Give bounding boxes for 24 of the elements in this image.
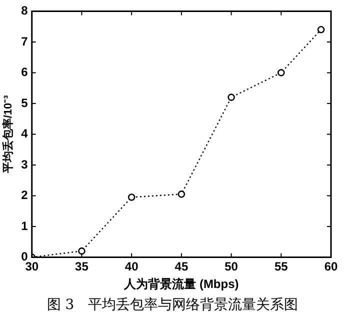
- point: [128, 194, 136, 201]
- y-tick-label: 3: [21, 157, 28, 172]
- x-axis-title: 人为背景流量 (Mbps): [123, 277, 239, 292]
- y-axis-title: 平均丢包率/10⁻³: [2, 94, 15, 174]
- point: [178, 190, 186, 198]
- x-tick-label: 40: [124, 260, 139, 274]
- y-tick-label: 8: [21, 4, 28, 18]
- x-tick-label: 55: [274, 260, 288, 274]
- y-tick-label: 7: [21, 34, 28, 48]
- x-tick-label: 35: [75, 260, 89, 274]
- x-tick-label: 30: [25, 260, 39, 274]
- point: [78, 247, 86, 255]
- y-tick-label: 2: [21, 188, 28, 202]
- y-tick-label: 5: [21, 96, 28, 110]
- point: [277, 69, 285, 76]
- y-tick-label: 4: [21, 126, 28, 141]
- y-tick-label: 1: [21, 218, 28, 233]
- x-tick-label: 60: [324, 260, 338, 274]
- point: [317, 26, 325, 34]
- point: [228, 94, 235, 101]
- x-tick-label: 45: [174, 260, 188, 274]
- x-tick-label: 50: [224, 260, 238, 274]
- y-tick-label: 6: [21, 65, 28, 80]
- caption: 图 3 平均丢包率与网络背景流量关系图: [46, 296, 300, 314]
